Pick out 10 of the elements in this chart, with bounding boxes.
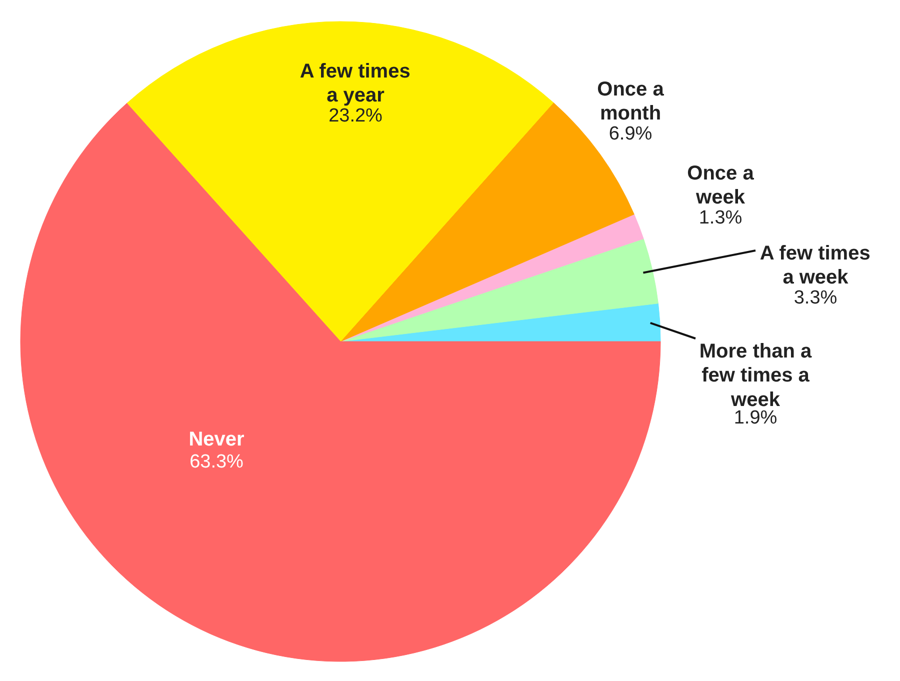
slice-label: Once a week xyxy=(687,162,755,209)
data-label: 23.2% xyxy=(328,106,383,126)
data-label: 3.3% xyxy=(794,288,838,308)
slice-label: Never xyxy=(188,428,245,450)
data-label: 63.3% xyxy=(190,452,244,472)
slice-label: A few times a year xyxy=(300,60,410,107)
data-label: 6.9% xyxy=(608,124,652,144)
slice-label: A few times a week xyxy=(760,242,870,289)
slice-label: Once a month xyxy=(597,78,665,125)
data-label: 1.3% xyxy=(698,208,742,228)
